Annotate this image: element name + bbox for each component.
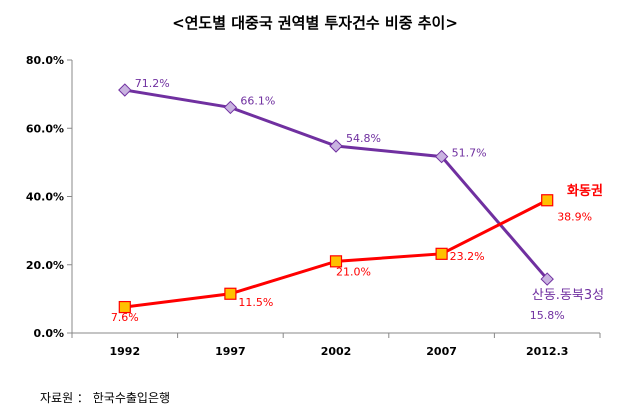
data-point-marker: [118, 300, 131, 314]
data-point-marker: [118, 83, 132, 97]
x-tick-label: 2002: [321, 345, 352, 358]
data-label: 7.6%: [111, 311, 139, 324]
data-label: 66.1%: [240, 94, 275, 107]
source-note: 자료원 ： 한국수출입은행: [40, 390, 170, 405]
y-tick-label: 0.0%: [33, 327, 64, 340]
y-tick-label: 80.0%: [26, 54, 64, 67]
x-tick-label: 1997: [215, 345, 246, 358]
data-point-marker: [435, 247, 448, 260]
data-label: 11.5%: [238, 296, 273, 309]
data-point-marker: [329, 139, 343, 153]
series-hwadong: 7.6% 11.5% 21.0% 23.2% 38.9%: [111, 194, 592, 324]
series-name-hwadong: 화동권: [567, 183, 603, 199]
data-point-marker: [540, 272, 554, 286]
x-tick-label: 2012.3: [526, 345, 568, 358]
x-axis: 1992 1997 2002 2007 2012.3: [71, 332, 601, 358]
data-label: 21.0%: [336, 265, 371, 278]
data-point-marker: [329, 255, 343, 268]
x-tick-label: 2007: [426, 345, 457, 358]
chart-title: <연도별 대중국 권역별 투자건수 비중 추이>: [172, 14, 458, 32]
y-axis: 0.0% 20.0% 40.0% 60.0% 80.0%: [26, 54, 73, 340]
data-point-marker: [223, 100, 238, 115]
y-tick-label: 60.0%: [26, 122, 64, 135]
y-tick-label: 20.0%: [26, 259, 64, 272]
data-point-marker: [434, 149, 449, 164]
data-label: 51.7%: [452, 147, 487, 160]
data-label: 38.9%: [557, 210, 592, 223]
data-point-marker: [541, 194, 554, 207]
series-name-sandong: 산동.동북3성: [532, 288, 604, 303]
series-layer: 71.2% 66.1% 54.8% 51.7% 15.8% 7.6% 11.5% 21.0% 2…: [111, 77, 592, 324]
series-sandong: 71.2% 66.1% 54.8% 51.7% 15.8%: [118, 77, 565, 322]
data-point-marker: [224, 287, 237, 300]
data-label: 54.8%: [346, 132, 381, 145]
data-label: 23.2%: [450, 250, 485, 263]
data-label: 15.8%: [530, 309, 565, 322]
data-label: 71.2%: [135, 77, 170, 90]
x-tick-label: 1992: [109, 345, 140, 358]
y-tick-label: 40.0%: [26, 191, 64, 204]
